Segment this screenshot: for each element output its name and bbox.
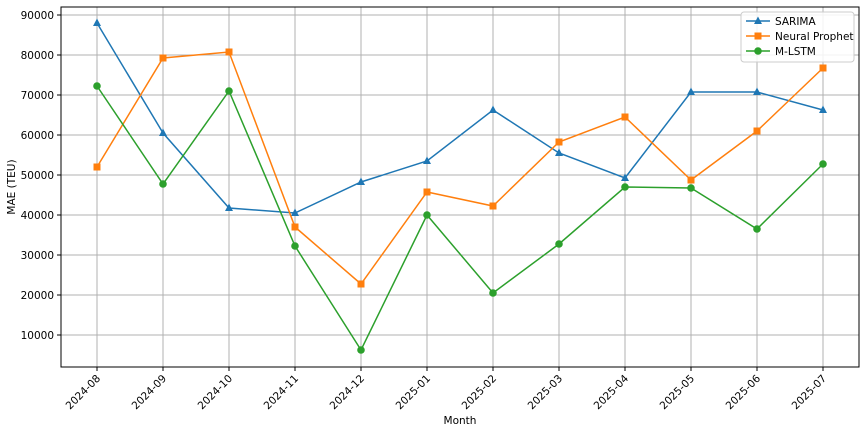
- triangle-marker: [291, 208, 299, 216]
- circle-marker: [291, 242, 299, 250]
- square-marker: [357, 280, 365, 288]
- square-marker: [754, 32, 762, 40]
- circle-marker: [621, 183, 629, 191]
- y-tick-label: 90000: [21, 10, 54, 22]
- series-sarima: [93, 18, 827, 216]
- circle-marker: [819, 160, 827, 168]
- x-axis-label: Month: [444, 415, 477, 427]
- series-line: [96, 22, 824, 214]
- triangle-marker: [225, 203, 233, 211]
- legend-item: SARIMA: [746, 16, 816, 28]
- square-marker: [687, 176, 695, 184]
- circle-marker: [489, 289, 497, 297]
- y-tick-label: 80000: [21, 50, 54, 62]
- circle-marker: [754, 47, 762, 55]
- square-marker: [93, 163, 101, 171]
- series-line: [96, 51, 824, 286]
- square-marker: [819, 64, 827, 72]
- legend: SARIMA Neural Prophet M-LSTM: [740, 11, 855, 63]
- square-marker: [555, 138, 563, 146]
- y-tick-label: 60000: [21, 130, 54, 142]
- square-marker: [225, 48, 233, 56]
- triangle-marker: [357, 177, 365, 185]
- y-axis-label: MAE (TEU): [6, 159, 18, 214]
- x-tick-label: 2025-07: [790, 373, 830, 413]
- circle-marker: [93, 82, 101, 90]
- legend-box: [740, 11, 855, 63]
- x-tick-label: 2025-02: [460, 373, 500, 413]
- x-tick-label: 2024-09: [130, 373, 170, 413]
- y-tick-label: 40000: [21, 210, 54, 222]
- y-tick-label: 10000: [21, 330, 54, 342]
- circle-marker: [753, 225, 761, 233]
- x-tick-label: 2025-03: [526, 373, 566, 413]
- y-tick-label: 70000: [21, 90, 54, 102]
- triangle-marker: [621, 173, 629, 181]
- triangle-marker: [93, 18, 101, 26]
- circle-marker: [159, 180, 167, 188]
- x-tick-label: 2024-11: [262, 373, 302, 413]
- x-tick-label: 2024-10: [196, 373, 236, 413]
- triangle-marker: [753, 87, 761, 95]
- grid-lines: [61, 7, 859, 367]
- legend-item: Neural Prophet: [746, 31, 854, 43]
- x-axis-ticks: 2024-08 2024-09 2024-10 2024-11 2024-12 2025-…: [64, 367, 830, 413]
- x-tick-label: 2024-08: [64, 373, 104, 413]
- y-tick-label: 30000: [21, 250, 54, 262]
- legend-label: M-LSTM: [775, 46, 816, 58]
- triangle-marker: [687, 87, 695, 95]
- x-tick-label: 2025-05: [658, 373, 698, 413]
- circle-marker: [423, 211, 431, 219]
- x-tick-label: 2025-06: [724, 372, 764, 412]
- x-tick-label: 2025-01: [394, 373, 434, 413]
- series-m-lstm: [93, 82, 827, 354]
- series-line: [96, 85, 824, 352]
- y-tick-label: 50000: [21, 170, 54, 182]
- triangle-marker: [819, 105, 827, 113]
- triangle-marker: [489, 105, 497, 113]
- square-marker: [489, 202, 497, 210]
- triangle-marker: [159, 128, 167, 136]
- square-marker: [621, 113, 629, 121]
- legend-item: M-LSTM: [746, 46, 816, 58]
- square-marker: [753, 127, 761, 135]
- square-marker: [291, 223, 299, 231]
- circle-marker: [555, 240, 563, 248]
- square-marker: [159, 54, 167, 62]
- circle-marker: [225, 87, 233, 95]
- series-neural-prophet: [93, 48, 827, 288]
- legend-label: SARIMA: [775, 16, 816, 28]
- triangle-marker: [754, 16, 762, 24]
- series-lines: [93, 18, 827, 354]
- legend-label: Neural Prophet: [775, 31, 854, 43]
- triangle-marker: [555, 148, 563, 156]
- circle-marker: [357, 346, 365, 354]
- x-tick-label: 2025-04: [592, 372, 632, 412]
- y-tick-label: 20000: [21, 290, 54, 302]
- circle-marker: [687, 184, 695, 192]
- x-tick-label: 2024-12: [328, 373, 368, 413]
- plot-frame: [60, 6, 860, 368]
- triangle-marker: [423, 156, 431, 164]
- y-axis-ticks: 10000 20000 30000 40000 50000 60000 70000 80000…: [21, 10, 61, 342]
- square-marker: [423, 188, 431, 196]
